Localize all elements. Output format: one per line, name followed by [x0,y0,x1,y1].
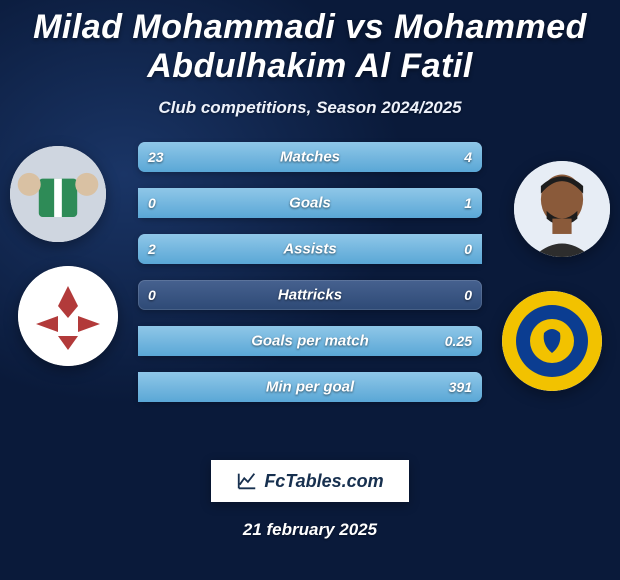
comparison-stage: Matches234Goals01Assists20Hattricks00Goa… [0,136,620,436]
player2-club-logo [502,291,602,391]
player2-avatar [514,161,610,257]
stat-value-right: 4 [464,149,472,165]
date-text: 21 february 2025 [0,520,620,540]
subtitle: Club competitions, Season 2024/2025 [0,98,620,118]
stat-value-left: 2 [148,241,156,257]
stat-bar: Matches234 [138,142,482,172]
stat-bar: Hattricks0 0 [138,280,482,310]
stat-value-right: 391 [449,379,472,395]
chart-icon [236,470,258,492]
stat-value-left: 23 [148,149,164,165]
stat-bars: Matches234Goals01Assists20Hattricks00Goa… [138,142,482,402]
brand-text: FcTables.com [264,471,383,492]
stat-value-right: 0 [464,287,472,303]
stat-bar: Min per goal391 [138,372,482,402]
stat-label: Hattricks [138,287,482,304]
stat-value-left: 0 [148,287,156,303]
player1-club-logo [18,266,118,366]
stat-value-right: 0 [464,241,472,257]
stat-bar: Goals01 [138,188,482,218]
player1-avatar [10,146,106,242]
stat-value-right: 0.25 [445,333,472,349]
brand-box: FcTables.com [211,460,409,502]
stat-value-right: 1 [464,195,472,211]
stat-bar: Goals per match0.25 [138,326,482,356]
stat-value-left: 0 [148,195,156,211]
page-title: Milad Mohammadi vs Mohammed Abdulhakim A… [0,0,620,86]
stat-bar: Assists20 [138,234,482,264]
